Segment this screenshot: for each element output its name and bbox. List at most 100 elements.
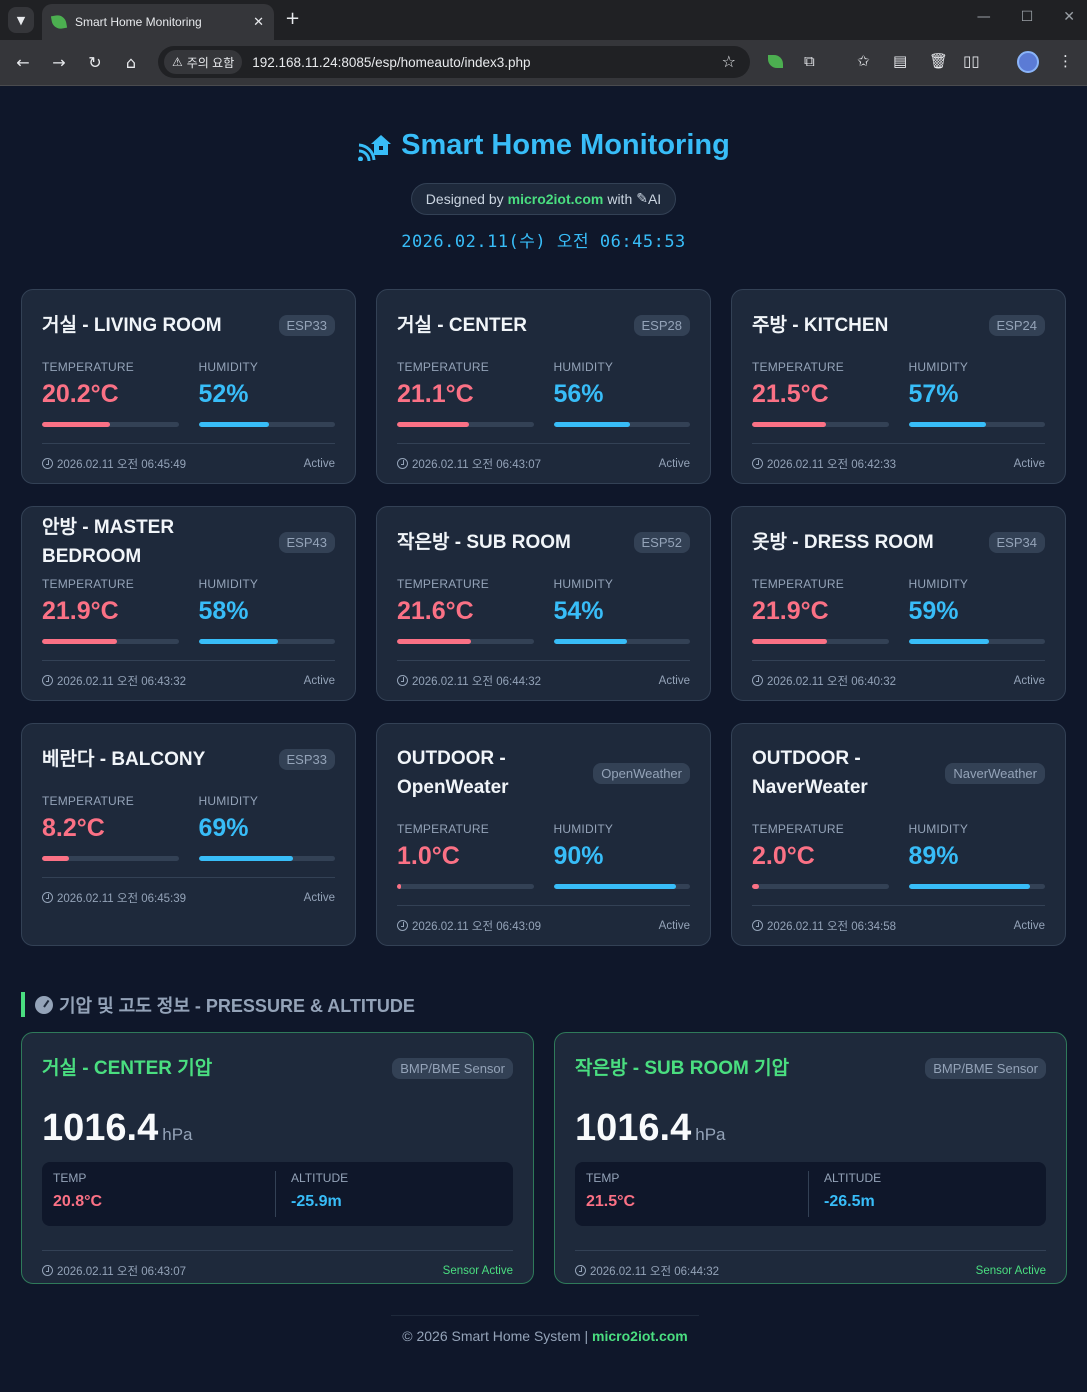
temperature-metric: TEMPERATURE 21.5°C [752,360,889,427]
tab-search-button[interactable]: ▼ [8,7,34,33]
designed-prefix: Designed by [425,190,504,207]
humidity-bar [553,422,690,427]
room-title: 주방 - KITCHEN [752,314,889,336]
temperature-value: 20.2°C [42,380,119,408]
pressure-reading: 1016.4 hPa [575,1107,1046,1150]
magic-wand-icon: ✎ [636,190,648,206]
tab-close-icon[interactable]: ✕ [253,14,264,30]
pressure-section-title-text: 기압 및 고도 정보 - PRESSURE & ALTITUDE [59,995,415,1016]
pressure-card: 작은방 - SUB ROOM 기압 BMP/BME Sensor 1016.4 h… [554,1032,1067,1284]
humidity-metric: HUMIDITY 69% [198,794,335,861]
browser-toolbar: ← → ↻ ⌂ ⚠ 주의 요함 192.168.11.24:8085/esp/h… [0,40,1087,86]
temp-cell: TEMP 21.5°C [575,1171,808,1217]
temperature-value: 21.5°C [752,380,829,408]
home-icon[interactable]: ⌂ [125,53,137,72]
more-menu-icon[interactable]: ⋮ [1058,52,1073,70]
room-title: 옷방 - DRESS ROOM [752,531,934,553]
humidity-label: HUMIDITY [908,822,969,836]
room-title: 안방 - MASTER BEDROOM [42,517,175,567]
pressure-reading: 1016.4 hPa [42,1107,513,1150]
room-title: 베란다 - BALCONY [42,748,206,770]
temperature-value: 8.2°C [42,814,105,842]
humidity-value: 52% [198,380,249,408]
pressure-value: 1016.4 [42,1107,159,1149]
last-update-time: 2026.02.11 오전 06:34:58 [767,920,897,933]
humidity-value: 69% [198,814,249,842]
room-card: 옷방 - DRESS ROOM ESP34 TEMPERATURE 21.9°C… [731,506,1066,701]
temperature-metric: TEMPERATURE 2.0°C [752,822,889,889]
room-card: OUTDOOR - NaverWeater NaverWeather TEMPE… [731,723,1066,946]
pressure-info-box: TEMP 20.8°C ALTITUDE -25.9m [42,1162,513,1226]
metrics: TEMPERATURE 21.6°C HUMIDITY 54% [397,577,690,644]
temperature-bar-fill [42,422,111,427]
forward-icon[interactable]: → [52,53,66,72]
status-text: Active [303,674,335,687]
url-text[interactable]: 192.168.11.24:8085/esp/homeauto/index3.p… [252,55,530,70]
humidity-bar-fill [908,639,990,644]
temperature-bar [42,639,179,644]
temperature-label: TEMPERATURE [42,577,134,591]
extensions-puzzle-icon[interactable]: ⧉ [804,52,815,70]
bookmark-star-icon[interactable]: ☆ [721,52,736,71]
humidity-bar-fill [553,422,630,427]
humidity-bar-fill [553,884,677,889]
last-update-time: 2026.02.11 오전 06:43:32 [57,675,187,688]
last-update: 2026.02.11 오전 06:43:09 [397,918,541,934]
pressure-card: 거실 - CENTER 기압 BMP/BME Sensor 1016.4 hPa … [21,1032,534,1284]
temperature-metric: TEMPERATURE 21.9°C [752,577,889,644]
last-update: 2026.02.11 오전 06:45:49 [42,456,186,472]
favorites-icon[interactable]: ✩ [857,52,870,70]
altitude-label: ALTITUDE [824,1171,882,1185]
address-bar[interactable]: ⚠ 주의 요함 192.168.11.24:8085/esp/homeauto/… [158,46,750,78]
card-footer: 2026.02.11 오전 06:45:39 Active [42,877,335,917]
browser-tab[interactable]: Smart Home Monitoring ✕ [42,4,274,40]
close-window-icon[interactable]: ✕ [1063,9,1075,25]
page-footer: © 2026 Smart Home System | micro2iot.com [391,1315,699,1344]
humidity-label: HUMIDITY [553,577,614,591]
trash-icon[interactable]: 🗑 [929,52,949,70]
pressure-unit: hPa [695,1125,726,1144]
last-update: 2026.02.11 오전 06:45:39 [42,890,186,906]
designed-with: with [607,190,633,207]
temperature-metric: TEMPERATURE 21.9°C [42,577,179,644]
reading-list-icon[interactable]: ▤ [893,52,908,70]
temperature-value: 21.6°C [397,597,474,625]
temp-label: TEMP [586,1171,620,1185]
metrics: TEMPERATURE 8.2°C HUMIDITY 69% [42,794,335,861]
security-label: 주의 요함 [186,55,235,70]
humidity-label: HUMIDITY [198,360,259,374]
clock-icon [42,891,53,903]
status-text: Active [658,674,690,687]
sensor-status: Sensor Active [442,1264,513,1277]
maximize-icon[interactable]: ☐ [1020,9,1034,25]
reader-mode-icon[interactable]: ▯▯ [963,52,980,70]
humidity-value: 89% [908,842,959,870]
profile-avatar[interactable] [1017,51,1039,73]
extension-leaf-icon[interactable] [768,55,783,68]
room-card: 베란다 - BALCONY ESP33 TEMPERATURE 8.2°C HU… [21,723,356,946]
new-tab-button[interactable]: + [285,8,301,29]
altitude-label: ALTITUDE [291,1171,349,1185]
footer-brand[interactable]: micro2iot.com [592,1328,688,1344]
security-warning-chip[interactable]: ⚠ 주의 요함 [164,50,243,74]
reload-icon[interactable]: ↻ [88,53,102,72]
status-text: Active [1013,674,1045,687]
humidity-value: 54% [553,597,604,625]
temperature-bar-fill [42,856,70,861]
designed-brand[interactable]: micro2iot.com [507,190,604,207]
humidity-label: HUMIDITY [908,360,969,374]
back-icon[interactable]: ← [16,53,30,72]
metrics: TEMPERATURE 21.5°C HUMIDITY 57% [752,360,1045,427]
device-badge: ESP28 [633,314,690,336]
humidity-label: HUMIDITY [908,577,969,591]
last-update-time: 2026.02.11 오전 06:45:49 [57,458,187,471]
temperature-value: 21.1°C [397,380,474,408]
url-path: :8085/esp/homeauto/index3.php [337,54,531,70]
minimize-icon[interactable]: — [976,9,991,25]
footer-text: © 2026 Smart Home System | [402,1328,589,1344]
temperature-bar [752,422,889,427]
last-update: 2026.02.11 오전 06:42:33 [752,456,896,472]
temp-value: 20.8°C [53,1193,103,1210]
card-footer: 2026.02.11 오전 06:44:32 Active [397,660,690,700]
card-header: 거실 - CENTER 기압 BMP/BME Sensor [42,1033,513,1103]
